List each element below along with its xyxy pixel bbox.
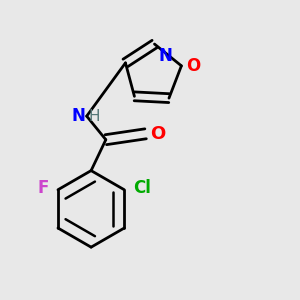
Text: N: N — [159, 47, 173, 65]
Text: Cl: Cl — [133, 179, 151, 197]
Text: H: H — [88, 109, 100, 124]
Text: O: O — [186, 57, 200, 75]
Text: O: O — [150, 125, 165, 143]
Text: F: F — [38, 179, 49, 197]
Text: N: N — [71, 107, 85, 125]
